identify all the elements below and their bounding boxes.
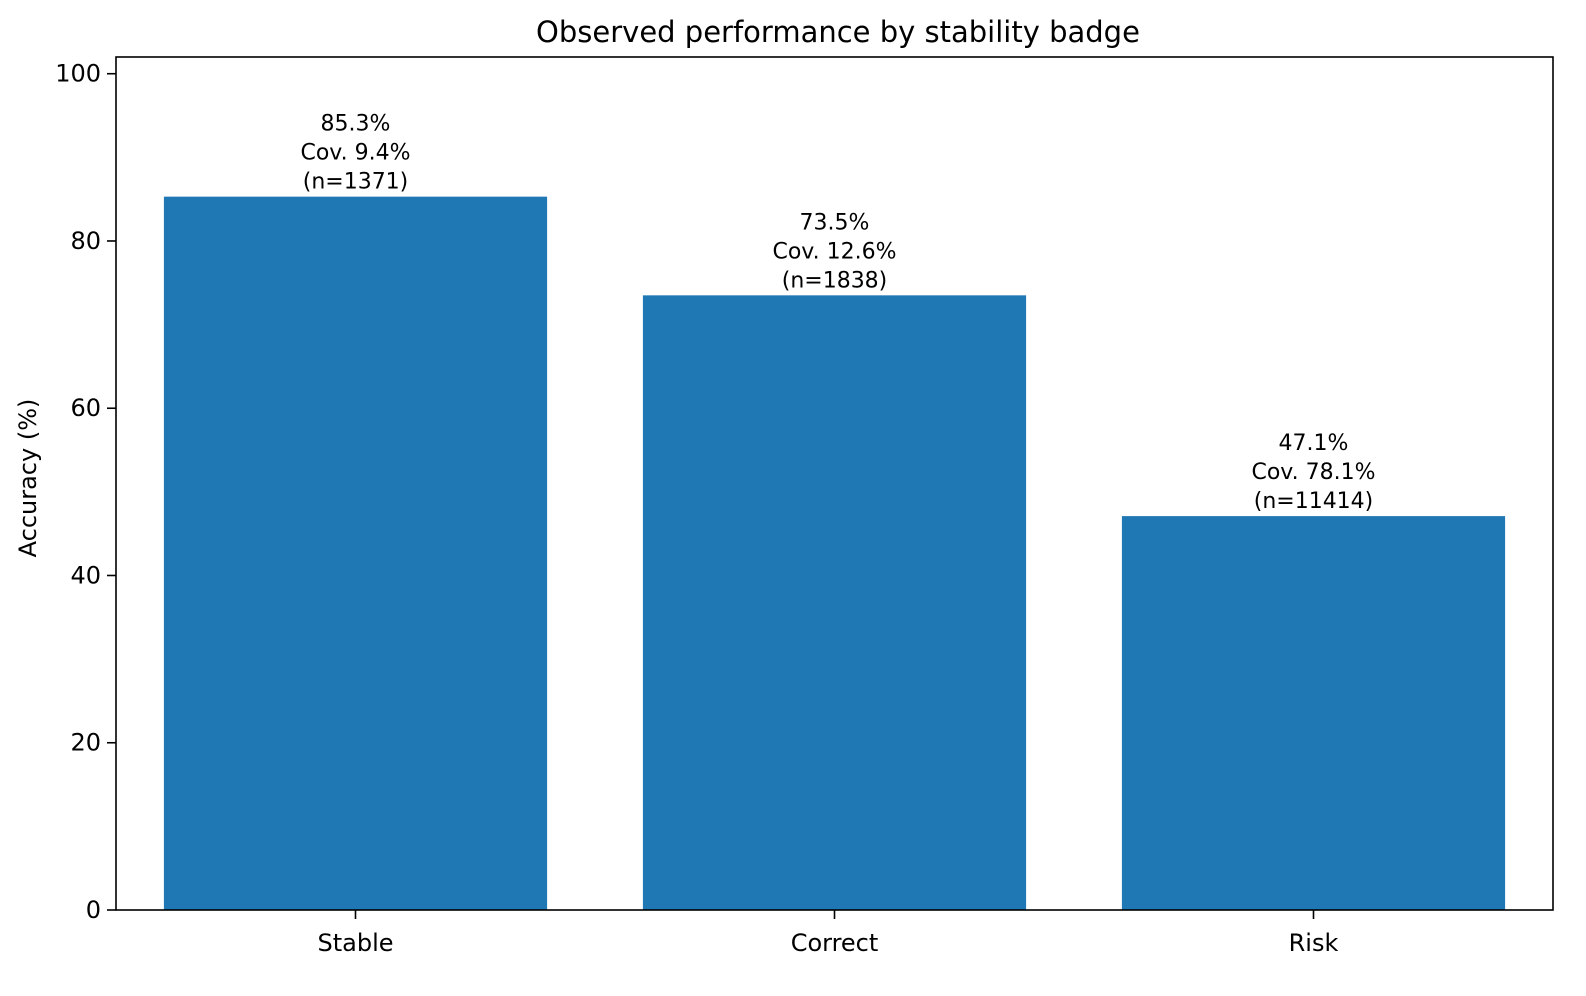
bar-annotation: Cov. 9.4% (300, 141, 410, 166)
chart-title: Observed performance by stability badge (536, 15, 1140, 49)
bar-annotation: (n=1371) (303, 170, 409, 195)
bar-annotation: 73.5% (800, 210, 870, 235)
bar-annotation: 85.3% (321, 112, 391, 137)
bar-annotation: 47.1% (1279, 431, 1349, 456)
bar-annotation: Cov. 78.1% (1251, 460, 1375, 485)
y-tick-label: 60 (70, 394, 101, 422)
bar-risk (1121, 516, 1506, 910)
y-tick-label: 40 (70, 561, 101, 589)
y-tick-label: 80 (70, 227, 101, 255)
y-axis-label: Accuracy (%) (14, 399, 42, 558)
bar-stable (163, 196, 548, 910)
x-tick-label: Correct (791, 929, 879, 957)
x-tick-label: Risk (1289, 929, 1339, 957)
y-tick-label: 100 (55, 60, 101, 88)
plot-area: 85.3% Cov. 9.4% (n=1371) 73.5% Cov. 12.6% (n=… (55, 56, 1554, 957)
bar-correct (642, 295, 1027, 910)
x-tick-label: Stable (317, 929, 393, 957)
bar-annotation: Cov. 12.6% (772, 239, 896, 264)
bar-annotation: (n=11414) (1254, 489, 1374, 514)
bar-annotation: (n=1838) (782, 268, 888, 293)
y-tick-label: 0 (86, 896, 101, 924)
y-tick-label: 20 (70, 729, 101, 757)
